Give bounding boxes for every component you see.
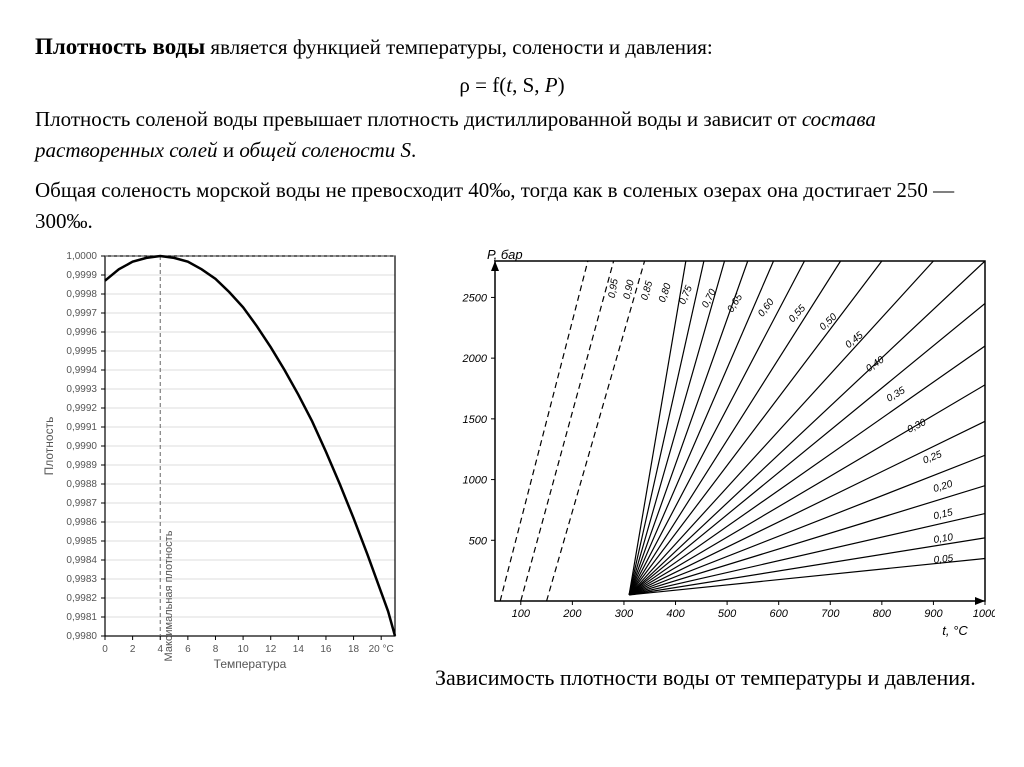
svg-text:1,0000: 1,0000 bbox=[66, 251, 97, 262]
svg-text:0,9983: 0,9983 bbox=[66, 574, 97, 585]
svg-text:0: 0 bbox=[102, 644, 108, 655]
svg-text:0,9992: 0,9992 bbox=[66, 403, 97, 414]
svg-text:18: 18 bbox=[348, 644, 360, 655]
svg-text:0,50: 0,50 bbox=[818, 311, 840, 333]
title-rest: является функцией температуры, солености… bbox=[205, 35, 713, 59]
svg-text:0,9981: 0,9981 bbox=[66, 612, 97, 623]
formula: ρ = f(t, S, P) bbox=[35, 73, 989, 98]
svg-text:2000: 2000 bbox=[462, 353, 488, 365]
svg-text:0,15: 0,15 bbox=[932, 507, 954, 522]
right-column: 500 1000 1500 2000 2500 100 200 300 400 500 600 700… bbox=[435, 246, 995, 694]
svg-text:Р, бар: Р, бар bbox=[487, 247, 523, 262]
svg-text:20 °C: 20 °C bbox=[369, 644, 394, 655]
svg-text:12: 12 bbox=[265, 644, 277, 655]
svg-text:t, °C: t, °C bbox=[942, 623, 968, 638]
svg-text:0,9989: 0,9989 bbox=[66, 460, 97, 471]
pressure-temperature-chart: 500 1000 1500 2000 2500 100 200 300 400 500 600 700… bbox=[435, 246, 995, 651]
right-caption: Зависимость плотности воды от температур… bbox=[435, 663, 995, 694]
svg-text:0,80: 0,80 bbox=[657, 282, 674, 304]
svg-text:0,60: 0,60 bbox=[756, 297, 777, 320]
svg-text:6: 6 bbox=[185, 644, 191, 655]
svg-text:1000: 1000 bbox=[463, 475, 488, 487]
svg-text:500: 500 bbox=[469, 535, 488, 547]
svg-text:0,9997: 0,9997 bbox=[66, 308, 97, 319]
paragraph-1: Плотность воды является функцией темпера… bbox=[35, 30, 989, 63]
svg-text:0,9980: 0,9980 bbox=[66, 631, 97, 642]
svg-text:0,9994: 0,9994 bbox=[66, 365, 97, 376]
svg-text:Плотность: Плотность bbox=[42, 417, 56, 476]
svg-text:0,05: 0,05 bbox=[933, 553, 954, 566]
svg-text:0,9982: 0,9982 bbox=[66, 593, 97, 604]
svg-text:700: 700 bbox=[821, 608, 840, 620]
svg-text:0,9985: 0,9985 bbox=[66, 536, 97, 547]
svg-text:16: 16 bbox=[320, 644, 332, 655]
svg-text:100: 100 bbox=[512, 608, 531, 620]
svg-text:2500: 2500 bbox=[462, 293, 488, 305]
density-temperature-chart: 0,9980 0,9981 0,9982 0,9983 0,9984 0,9985 0,99… bbox=[35, 246, 405, 694]
svg-text:0,9988: 0,9988 bbox=[66, 479, 97, 490]
svg-text:0,9996: 0,9996 bbox=[66, 327, 97, 338]
svg-text:14: 14 bbox=[293, 644, 305, 655]
charts-row: 0,9980 0,9981 0,9982 0,9983 0,9984 0,9985 0,99… bbox=[35, 246, 989, 694]
svg-text:400: 400 bbox=[666, 608, 685, 620]
svg-text:Температура: Температура bbox=[214, 657, 287, 671]
svg-text:0,25: 0,25 bbox=[921, 449, 944, 467]
svg-text:0,9986: 0,9986 bbox=[66, 517, 97, 528]
svg-text:0,85: 0,85 bbox=[639, 279, 655, 301]
svg-text:8: 8 bbox=[213, 644, 219, 655]
svg-text:500: 500 bbox=[718, 608, 737, 620]
svg-text:0,55: 0,55 bbox=[787, 303, 809, 325]
svg-text:0,9984: 0,9984 bbox=[66, 555, 97, 566]
svg-text:0,9999: 0,9999 bbox=[66, 270, 97, 281]
left-chart-svg: 0,9980 0,9981 0,9982 0,9983 0,9984 0,9985 0,99… bbox=[35, 246, 405, 676]
svg-text:0,35: 0,35 bbox=[885, 385, 908, 405]
svg-text:0,9987: 0,9987 bbox=[66, 498, 97, 509]
svg-text:0,9998: 0,9998 bbox=[66, 289, 97, 300]
paragraph-2: Плотность соленой воды превышает плотнос… bbox=[35, 104, 989, 165]
svg-text:Максимальная плотность: Максимальная плотность bbox=[163, 530, 175, 661]
svg-text:0,90: 0,90 bbox=[622, 279, 637, 301]
svg-text:300: 300 bbox=[615, 608, 634, 620]
svg-text:0,9991: 0,9991 bbox=[66, 422, 97, 433]
svg-text:0,9990: 0,9990 bbox=[66, 441, 97, 452]
svg-text:2: 2 bbox=[130, 644, 136, 655]
title-bold: Плотность воды bbox=[35, 34, 205, 59]
svg-text:0,95: 0,95 bbox=[607, 278, 621, 299]
svg-text:0,9993: 0,9993 bbox=[66, 384, 97, 395]
svg-text:0,20: 0,20 bbox=[932, 479, 954, 495]
svg-text:0,9995: 0,9995 bbox=[66, 346, 97, 357]
svg-text:600: 600 bbox=[770, 608, 789, 620]
svg-text:200: 200 bbox=[562, 608, 582, 620]
svg-text:10: 10 bbox=[238, 644, 250, 655]
svg-text:900: 900 bbox=[924, 608, 943, 620]
svg-text:800: 800 bbox=[873, 608, 892, 620]
right-chart-svg: 500 1000 1500 2000 2500 100 200 300 400 500 600 700… bbox=[435, 246, 995, 646]
svg-text:1000: 1000 bbox=[973, 608, 995, 620]
svg-text:1500: 1500 bbox=[463, 414, 488, 426]
paragraph-3: Общая соленость морской воды не превосхо… bbox=[35, 175, 989, 236]
